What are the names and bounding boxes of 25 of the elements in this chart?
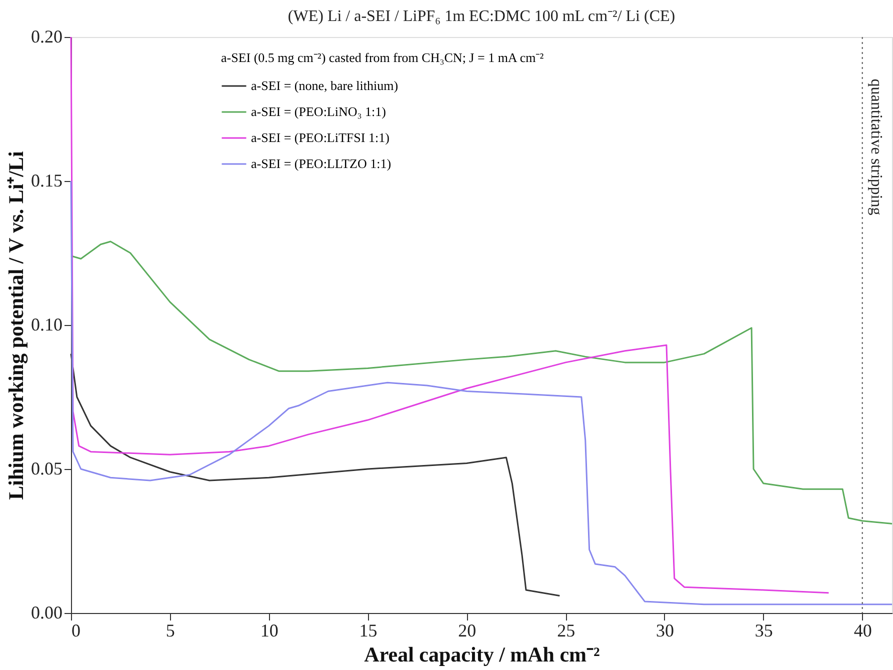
line-series [70,36,830,594]
chart-title: (WE) Li / a-SEI / LiPF₆ 1m EC:DMC 100 mL cm⁻²/ Li (CE) [288,8,676,25]
x-tick-label: 30 [656,620,674,640]
x-tick-label: 10 [260,620,278,640]
ref-line-label: quantitative stripping [867,78,884,216]
y-axis-title: Lihium working potential / V vs. Li⁺/Li [4,150,28,500]
legend-label: a-SEI = (PEO:LiTFSI 1:1) [251,130,390,145]
x-tick-label: 25 [557,620,576,640]
x-tick-label: 15 [359,620,378,640]
y-tick-label: 0.00 [31,602,62,622]
x-tick-label: 40 [854,620,872,640]
x-tick-label: 0 [72,620,80,640]
y-tick-label: 0.15 [31,170,62,190]
x-tick-label: 35 [754,620,773,640]
legend-label: a-SEI = (PEO:LiNO₃ 1:1) [251,104,386,119]
y-tick-label: 0.05 [31,458,62,478]
legend-title: a-SEI (0.5 mg cm⁻²) casted from from CH₃CN; J = 1 mA cm⁻² [221,50,544,65]
legend-label: a-SEI = (none, bare lithium) [251,78,398,93]
x-tick-label: 20 [458,620,476,640]
legend-label: a-SEI = (PEO:LLTZO 1:1) [251,156,392,171]
line-series [70,240,893,524]
x-tick-label: 5 [166,620,175,640]
y-tick-label: 0.20 [31,26,62,46]
y-tick-label: 0.10 [31,314,62,334]
x-axis-title: Areal capacity / mAh cm⁻² [364,642,600,666]
